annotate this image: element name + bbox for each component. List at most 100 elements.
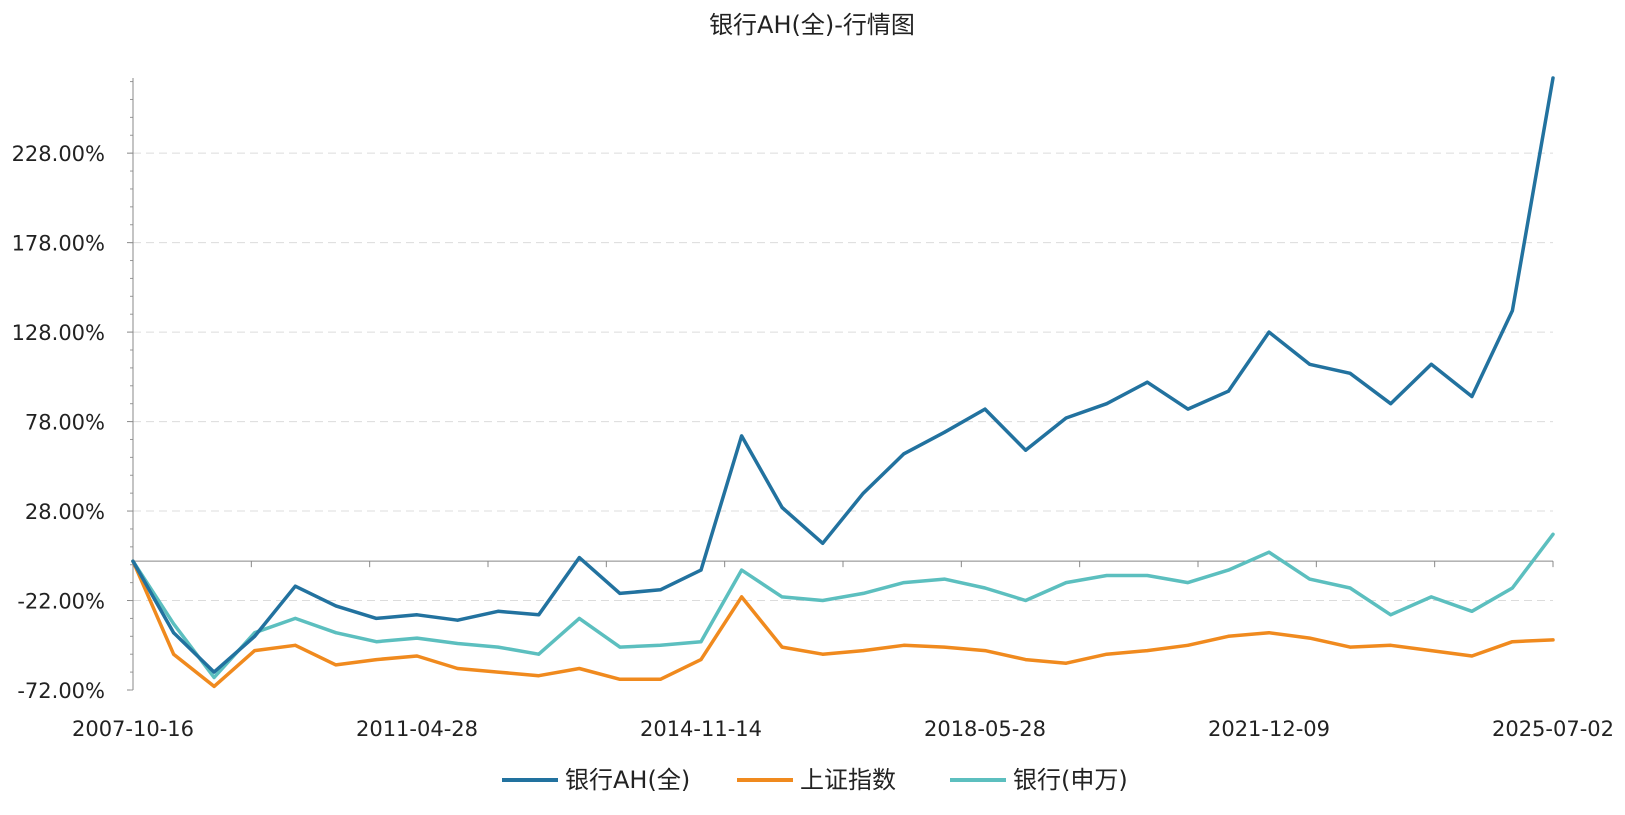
data-point (780, 595, 784, 599)
data-point (577, 667, 581, 670)
data-point (456, 642, 460, 645)
data-point (780, 645, 784, 649)
data-point (1145, 574, 1149, 577)
data-point (1551, 638, 1555, 642)
data-point (1470, 654, 1474, 658)
data-point (1510, 586, 1514, 590)
series-line (131, 532, 1555, 680)
data-point (496, 609, 500, 613)
legend-label: 银行(申万) (1013, 766, 1128, 794)
data-point (415, 636, 419, 640)
data-point (334, 631, 338, 635)
data-point (821, 541, 825, 545)
data-point (1186, 643, 1190, 647)
data-point (983, 586, 987, 590)
data-point (902, 643, 906, 647)
data-point (293, 643, 297, 647)
data-point (1348, 371, 1352, 375)
data-point (1389, 613, 1393, 617)
data-point (537, 674, 541, 678)
data-point (821, 599, 825, 602)
data-point (1348, 586, 1352, 590)
data-point (1389, 402, 1393, 406)
data-point (577, 556, 581, 560)
data-point (496, 670, 500, 674)
y-tick-label: 78.00% (25, 411, 105, 435)
chart-title: 银行AH(全)-行情图 (709, 11, 915, 39)
data-point (577, 616, 581, 620)
data-point (212, 684, 216, 688)
data-point (1186, 581, 1190, 585)
data-point (1145, 380, 1149, 384)
x-tick-label: 2007-10-16 (72, 717, 194, 741)
data-point (618, 677, 622, 681)
data-point (293, 616, 297, 620)
data-point (1186, 407, 1190, 411)
data-point (172, 652, 176, 656)
data-point (861, 591, 865, 595)
data-point (1308, 636, 1312, 640)
data-point (496, 645, 500, 649)
axes: -72.00% -22.00% 28.00% 78.00% 128.00% 178.00%… (12, 78, 1614, 741)
data-point (212, 670, 216, 674)
data-point (1470, 395, 1474, 398)
data-point (456, 618, 460, 622)
x-tick-label: 2021-12-09 (1208, 717, 1330, 741)
data-point (658, 643, 662, 647)
data-point (293, 584, 297, 588)
data-point (415, 613, 419, 617)
data-point (1551, 532, 1555, 536)
data-point (1226, 389, 1230, 393)
y-tick-label: 28.00% (25, 500, 105, 524)
data-point (861, 649, 865, 653)
data-point (456, 667, 460, 670)
data-point (537, 613, 541, 617)
data-point (1348, 645, 1352, 649)
data-point (699, 568, 703, 572)
gridlines (133, 152, 1553, 602)
data-point (334, 663, 338, 667)
series-lines (131, 76, 1555, 689)
data-point (1308, 577, 1312, 581)
data-point (821, 652, 825, 656)
x-tick-label: 2025-07-02 (1492, 717, 1614, 741)
series-line (131, 76, 1555, 674)
y-tick-label: 178.00% (12, 232, 105, 256)
data-point (1308, 362, 1312, 366)
data-point (1267, 330, 1271, 334)
data-point (1105, 652, 1109, 656)
y-tick-label: -72.00% (17, 679, 105, 703)
y-tick-label: 128.00% (12, 321, 105, 345)
data-point (1267, 631, 1271, 635)
data-point (618, 591, 622, 595)
legend-label: 银行AH(全) (565, 766, 690, 794)
data-point (740, 434, 744, 438)
data-point (658, 677, 662, 681)
data-point (1470, 609, 1474, 613)
data-point (1024, 658, 1028, 662)
data-point (212, 676, 216, 679)
data-point (1389, 643, 1393, 647)
data-point (861, 491, 865, 495)
x-tick-label: 2011-04-28 (356, 717, 478, 741)
data-point (942, 645, 946, 649)
data-point (253, 649, 257, 653)
data-point (1105, 574, 1109, 577)
data-point (942, 430, 946, 434)
data-point (1510, 640, 1514, 644)
data-point (172, 622, 176, 626)
y-tick-label: -22.00% (17, 590, 105, 614)
data-point (172, 631, 176, 635)
data-point (1226, 568, 1230, 572)
data-point (902, 452, 906, 456)
data-point (1145, 649, 1149, 653)
data-point (1064, 581, 1068, 585)
data-point (1510, 309, 1514, 313)
data-point (942, 577, 946, 581)
data-point (1064, 661, 1068, 665)
data-point (537, 652, 541, 656)
data-point (253, 634, 257, 638)
data-point (699, 658, 703, 662)
data-point (658, 588, 662, 592)
